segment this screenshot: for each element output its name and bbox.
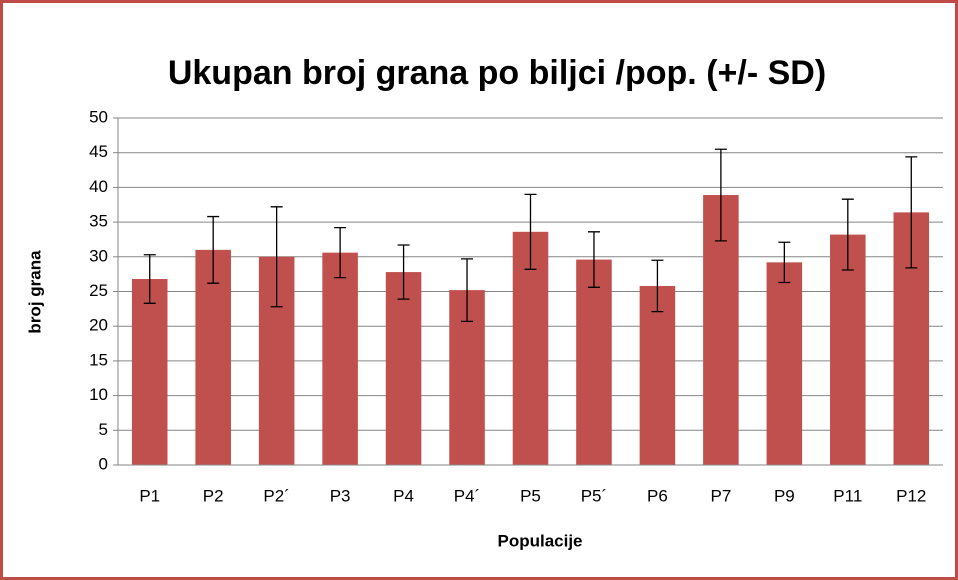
error-bar (841, 198, 854, 271)
error-bar (461, 258, 474, 322)
x-tick-label: P7 (710, 486, 731, 505)
x-tick-label: P5´ (581, 486, 607, 505)
bar (512, 231, 549, 465)
x-tick-label: P9 (774, 486, 795, 505)
y-tick-label: 25 (89, 281, 108, 300)
x-tick-label: P11 (833, 486, 862, 505)
bar (131, 279, 168, 465)
y-tick-label: 20 (89, 316, 108, 335)
x-tick-label: P2 (203, 486, 224, 505)
y-tick-label: 15 (89, 350, 108, 369)
y-tick-label: 0 (99, 454, 108, 473)
y-tick-label: 50 (89, 107, 108, 126)
bar (830, 234, 866, 465)
error-bar (270, 206, 283, 308)
error-bar (587, 231, 600, 288)
x-tick-label: P12 (896, 486, 926, 505)
error-bar (778, 241, 791, 284)
error-bar (651, 259, 664, 313)
y-tick-label: 40 (89, 177, 108, 196)
bar (195, 249, 231, 465)
x-tick-label: P3 (330, 486, 351, 505)
error-bar (524, 193, 537, 270)
x-tick-label: P2´ (263, 486, 289, 505)
y-axis-title: broj grana (25, 250, 44, 334)
x-tick-label: P4´ (454, 486, 480, 505)
error-bar (397, 244, 410, 300)
error-bar (334, 227, 347, 279)
bar (766, 262, 803, 465)
chart-title: Ukupan broj grana po biljci /pop. (+/- S… (168, 54, 826, 92)
bar (639, 285, 676, 465)
error-bar (207, 215, 220, 284)
y-tick-label: 30 (89, 246, 108, 265)
x-axis-title: Populacije (497, 531, 582, 550)
error-bar (905, 156, 918, 269)
bar (322, 252, 358, 465)
x-tick-label: P6 (647, 486, 668, 505)
y-tick-label: 35 (89, 212, 108, 231)
y-tick-label: 45 (89, 142, 108, 161)
error-bar (714, 148, 727, 242)
y-tick-label: 5 (99, 420, 108, 439)
y-tick-label: 10 (89, 385, 108, 404)
bar (385, 272, 422, 465)
x-tick-label: P1 (139, 486, 160, 505)
x-tick-label: P5 (520, 486, 541, 505)
error-bar (143, 254, 156, 304)
bar (576, 259, 612, 465)
x-tick-label: P4 (393, 486, 414, 505)
